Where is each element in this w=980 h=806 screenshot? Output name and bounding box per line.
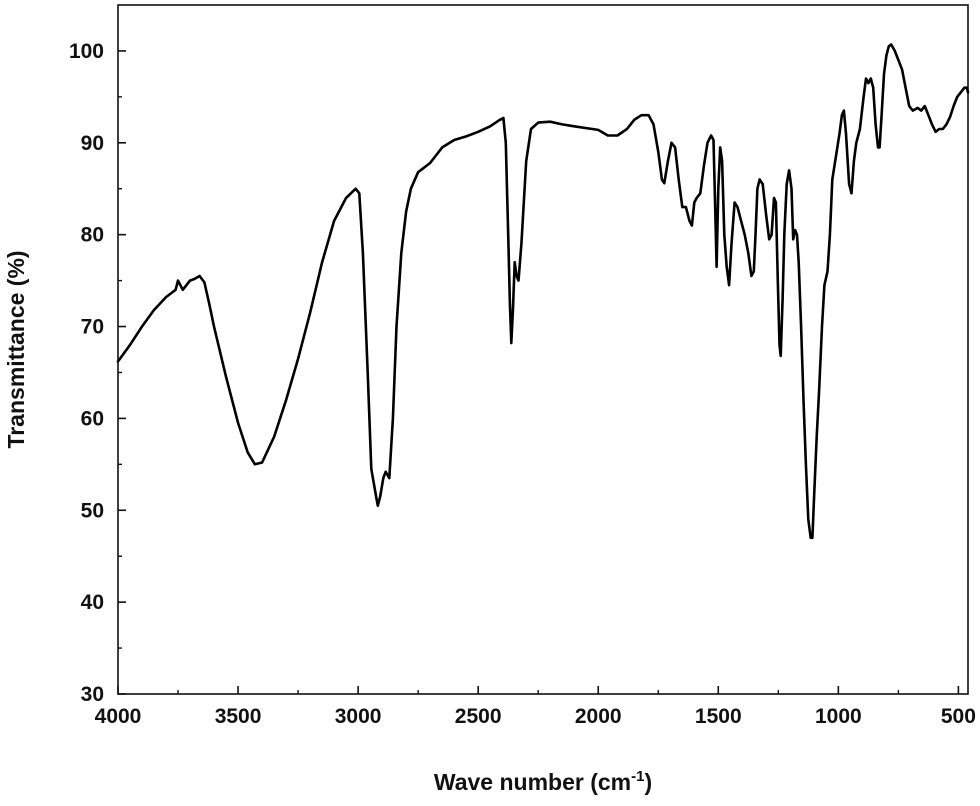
- x-tick-label: 500: [941, 705, 976, 728]
- x-tick-label: 3000: [335, 705, 382, 728]
- x-tick-label: 2500: [455, 705, 502, 728]
- x-axis-title-main: Wave number (cm: [434, 769, 631, 795]
- x-tick-label: 4000: [95, 705, 142, 728]
- y-tick-label: 90: [81, 132, 104, 155]
- x-axis-title-close: ): [644, 769, 652, 795]
- y-tick-label: 80: [81, 224, 104, 247]
- plot-area: 4000 3500 3000 2500 2000 1500 1000 500 30 40 50 60…: [69, 4, 976, 728]
- plot-frame: [117, 4, 969, 695]
- y-tick-label: 60: [81, 407, 104, 430]
- y-tick-label: 30: [81, 683, 104, 706]
- y-axis-title: Transmittance (%): [3, 250, 29, 448]
- y-tick-label: 50: [81, 499, 104, 522]
- spectrum-line: [116, 43, 970, 540]
- x-tick-label: 1000: [815, 705, 862, 728]
- y-tick-label: 40: [81, 591, 104, 614]
- x-axis-title: Wave number (cm-1): [434, 768, 652, 795]
- x-tick-label: 3500: [215, 705, 262, 728]
- y-axis-ticks: 30 40 50 60 70 80 90 100: [69, 40, 126, 706]
- y-tick-label: 70: [81, 316, 104, 339]
- x-axis-ticks: 4000 3500 3000 2500 2000 1500 1000 500: [95, 686, 976, 728]
- x-axis-title-superscript: -1: [631, 768, 644, 785]
- y-tick-label: 100: [69, 40, 104, 63]
- x-tick-label: 1500: [695, 705, 742, 728]
- x-tick-label: 2000: [575, 705, 622, 728]
